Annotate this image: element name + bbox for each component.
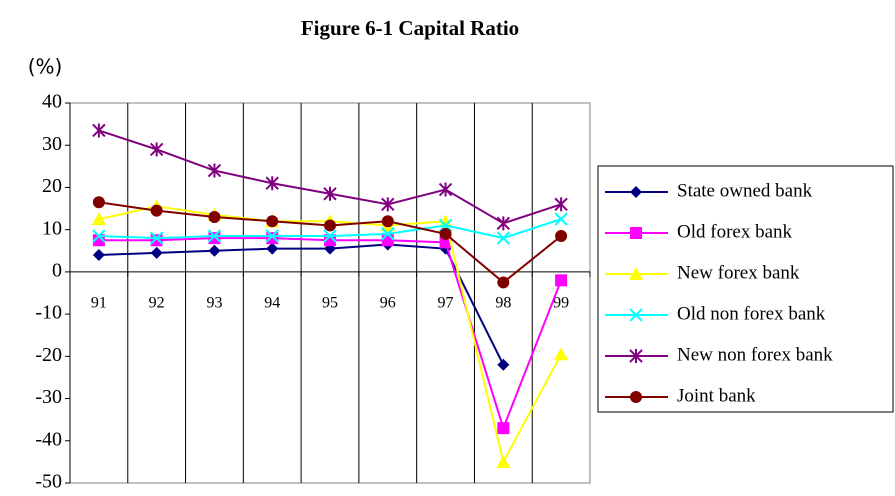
marker bbox=[266, 242, 279, 255]
x-tick-label: 99 bbox=[553, 295, 569, 312]
y-axis-label: (%) bbox=[28, 55, 63, 79]
y-tick-label: -50 bbox=[35, 471, 62, 493]
legend-label: Joint bank bbox=[677, 385, 756, 406]
y-tick-label: 10 bbox=[42, 217, 62, 239]
marker bbox=[266, 215, 279, 228]
x-tick-label: 91 bbox=[91, 295, 107, 312]
x-tick-label: 95 bbox=[322, 295, 338, 312]
y-tick-label: 0 bbox=[52, 259, 62, 281]
legend-box bbox=[597, 165, 894, 413]
marker bbox=[555, 274, 568, 287]
marker bbox=[381, 234, 394, 247]
y-tick-label: -10 bbox=[35, 302, 62, 324]
series-line bbox=[98, 129, 562, 225]
legend-label: New non forex bank bbox=[677, 344, 833, 365]
y-tick-label: 30 bbox=[42, 133, 62, 155]
marker bbox=[630, 391, 642, 403]
marker bbox=[149, 231, 164, 245]
marker bbox=[439, 236, 452, 249]
marker bbox=[554, 197, 568, 212]
series-line bbox=[98, 237, 563, 432]
marker bbox=[630, 227, 642, 239]
marker bbox=[208, 232, 221, 245]
plot-area bbox=[69, 102, 591, 484]
legend-label: Old non forex bank bbox=[677, 303, 826, 324]
x-tick-label: 98 bbox=[495, 295, 511, 312]
x-tick-label: 97 bbox=[438, 295, 454, 312]
marker bbox=[92, 196, 105, 209]
marker bbox=[497, 422, 510, 435]
series-line bbox=[98, 243, 505, 366]
x-tick-label: 94 bbox=[264, 295, 280, 312]
marker bbox=[149, 142, 164, 157]
x-tick-label: 96 bbox=[380, 295, 396, 312]
marker bbox=[381, 197, 395, 212]
marker bbox=[629, 349, 643, 363]
marker bbox=[207, 163, 222, 178]
marker bbox=[381, 227, 395, 241]
marker bbox=[630, 186, 642, 198]
marker bbox=[323, 186, 337, 201]
x-tick-label: 92 bbox=[149, 295, 165, 312]
marker bbox=[381, 215, 394, 228]
marker bbox=[91, 212, 106, 226]
marker bbox=[150, 234, 163, 247]
y-tick-label: 20 bbox=[42, 175, 62, 197]
marker bbox=[92, 234, 105, 247]
y-tick-label: -20 bbox=[35, 344, 62, 366]
marker bbox=[323, 229, 337, 243]
marker bbox=[497, 358, 510, 371]
marker bbox=[92, 249, 105, 261]
marker bbox=[265, 176, 279, 191]
marker bbox=[496, 231, 511, 245]
marker bbox=[265, 229, 279, 243]
chart-title: Figure 6-1 Capital Ratio bbox=[301, 16, 519, 40]
marker bbox=[150, 204, 163, 217]
legend-label: State owned bank bbox=[677, 180, 813, 201]
marker bbox=[266, 232, 279, 245]
y-tick-label: -30 bbox=[35, 386, 62, 408]
marker bbox=[554, 347, 569, 361]
marker bbox=[496, 216, 511, 231]
marker bbox=[439, 227, 452, 240]
marker bbox=[438, 182, 453, 197]
marker bbox=[497, 276, 510, 289]
marker bbox=[207, 229, 222, 243]
marker bbox=[150, 246, 163, 259]
marker bbox=[92, 229, 106, 243]
x-tick-label: 93 bbox=[206, 295, 222, 312]
y-tick-label: -40 bbox=[35, 428, 62, 450]
marker bbox=[208, 244, 221, 257]
y-tick-label: 40 bbox=[42, 91, 62, 113]
marker bbox=[629, 308, 643, 322]
marker bbox=[629, 267, 643, 280]
marker bbox=[438, 214, 453, 228]
marker bbox=[496, 454, 511, 468]
marker bbox=[324, 219, 336, 232]
marker bbox=[554, 212, 568, 226]
marker bbox=[324, 234, 336, 247]
legend-label: New forex bank bbox=[677, 262, 800, 283]
marker bbox=[92, 123, 106, 138]
marker bbox=[555, 230, 568, 242]
marker bbox=[208, 211, 221, 223]
legend-label: Old forex bank bbox=[677, 221, 793, 242]
